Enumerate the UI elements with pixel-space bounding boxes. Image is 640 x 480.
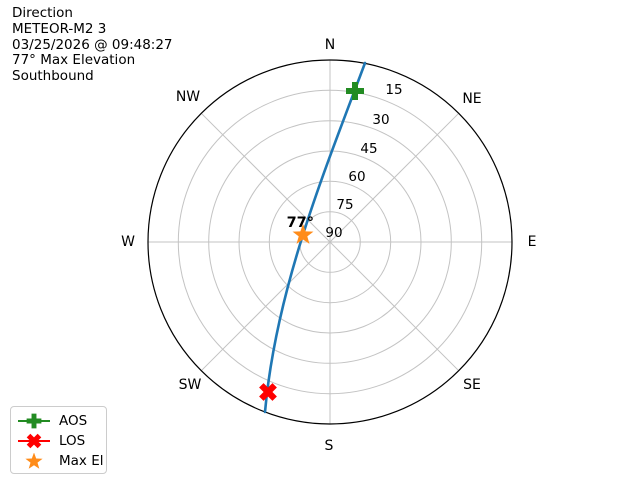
elevation-tick-labels: 15 30 45 60 75 90 [325, 82, 402, 241]
compass-label-n: N [325, 37, 335, 53]
compass-label-w: W [121, 234, 135, 250]
chart-header: Direction METEOR-M2 3 03/25/2026 @ 09:48… [12, 5, 173, 85]
aos-legend-marker-icon [18, 413, 50, 428]
compass-label-ne: NE [462, 91, 481, 107]
max-el-marker-icon [292, 224, 314, 244]
compass-label-sw: SW [179, 377, 202, 393]
elevation-tick-90: 90 [325, 225, 342, 241]
compass-labels: N NE E SE S SW W NW [121, 37, 536, 454]
elevation-tick-60: 60 [348, 169, 365, 185]
los-legend-marker-icon [18, 433, 50, 448]
legend-item-max-el: Max El [16, 452, 104, 469]
legend-label-los: LOS [59, 432, 86, 449]
elevation-tick-30: 30 [372, 112, 389, 128]
compass-label-e: E [528, 234, 537, 250]
max-el-legend-marker-icon [25, 452, 43, 469]
max-el-annotation: 77° [287, 215, 314, 231]
legend-label-aos: AOS [59, 412, 88, 429]
legend-item-los: LOS [16, 432, 100, 449]
legend-label-max-el: Max El [59, 452, 104, 469]
elevation-tick-75: 75 [336, 197, 353, 213]
los-marker-icon [259, 383, 277, 401]
max-elevation-text: 77° Max Elevation [12, 52, 136, 69]
elevation-tick-15: 15 [385, 82, 402, 98]
compass-label-nw: NW [176, 89, 200, 105]
azimuth-grid-spokes [148, 60, 512, 424]
pass-trajectory-line [263, 61, 367, 414]
compass-label-se: SE [463, 377, 481, 393]
chart-title: Direction [12, 5, 73, 21]
pass-datetime: 03/25/2026 @ 09:48:27 [12, 36, 173, 53]
horizon-circle [147, 59, 513, 425]
satellite-name: METEOR-M2 3 [12, 20, 107, 37]
aos-marker-icon [346, 82, 364, 100]
compass-label-s: S [325, 438, 334, 454]
elevation-tick-45: 45 [360, 141, 377, 157]
pass-heading-text: Southbound [12, 68, 94, 85]
legend-item-aos: AOS [16, 412, 100, 429]
legend: AOS LOS Max El [10, 406, 107, 474]
